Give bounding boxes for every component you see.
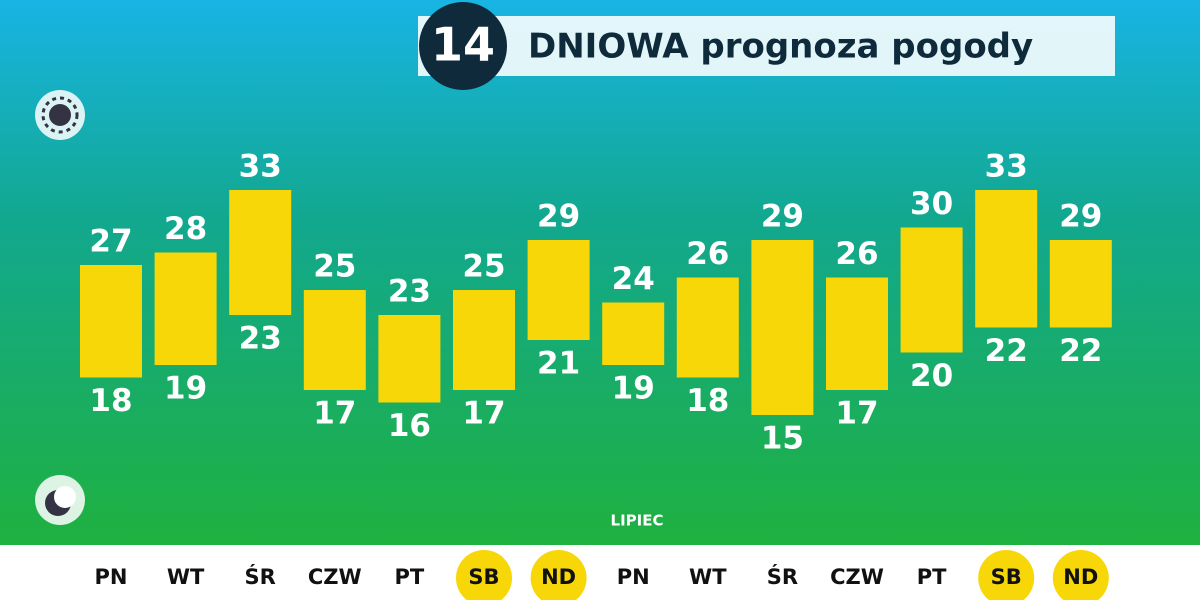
low-label: 15 [761, 421, 804, 457]
low-label: 17 [835, 396, 878, 432]
high-label: 29 [1059, 199, 1102, 235]
low-label: 17 [462, 396, 505, 432]
temp-bar [602, 302, 665, 365]
month-label: LIPIEC [611, 512, 664, 530]
day-label: WT [167, 565, 205, 589]
high-label: 25 [462, 249, 505, 285]
temp-bar [826, 277, 888, 390]
low-label: 17 [313, 396, 356, 432]
low-label: 23 [239, 321, 282, 357]
day-label: PT [395, 565, 425, 589]
temp-bar [975, 190, 1038, 328]
temp-bar [229, 190, 292, 315]
day-label: ŚR [245, 564, 276, 589]
temp-bar [751, 240, 814, 415]
high-label: 30 [910, 186, 953, 222]
day-label: ND [1063, 565, 1098, 589]
high-label: 29 [761, 199, 804, 235]
high-label: 25 [313, 249, 356, 285]
temp-bar [80, 265, 142, 378]
low-label: 21 [537, 346, 580, 382]
day-label: ND [541, 565, 576, 589]
low-label: 19 [612, 371, 655, 407]
high-label: 28 [164, 211, 207, 247]
title-bar [418, 16, 1115, 76]
temp-bar [527, 240, 590, 340]
low-label: 18 [686, 383, 729, 419]
temp-bar [303, 290, 366, 390]
weekend-highlight [978, 550, 1035, 604]
day-label: CZW [830, 565, 884, 589]
high-label: 24 [612, 261, 655, 297]
day-label: WT [689, 565, 727, 589]
temp-bar [900, 227, 963, 353]
high-label: 33 [985, 149, 1028, 185]
temp-bar [154, 252, 217, 365]
low-label: 22 [985, 333, 1028, 369]
temp-bar [378, 315, 441, 403]
day-label: SB [991, 565, 1022, 589]
low-label: 18 [89, 383, 132, 419]
high-label: 26 [835, 236, 878, 272]
low-label: 16 [388, 408, 431, 444]
low-label: 20 [910, 358, 953, 394]
high-label: 29 [537, 199, 580, 235]
day-label: PN [95, 565, 128, 589]
day-label: PT [917, 565, 947, 589]
temp-bar [676, 277, 739, 378]
sun-icon [35, 90, 85, 140]
title-number: 14 [431, 18, 495, 72]
weekend-highlight [1052, 550, 1109, 604]
low-label: 22 [1059, 333, 1102, 369]
chart-title: DNIOWA prognoza pogody [528, 27, 1033, 67]
day-label: PN [617, 565, 650, 589]
moon-icon [35, 475, 85, 525]
high-label: 27 [89, 224, 132, 260]
temp-bar [453, 290, 515, 390]
high-label: 23 [388, 274, 431, 310]
temp-bar [1049, 240, 1112, 328]
low-label: 19 [164, 371, 207, 407]
day-label: ŚR [767, 564, 798, 589]
day-label: CZW [308, 565, 362, 589]
weekend-highlight [456, 550, 512, 604]
weekend-highlight [530, 550, 587, 604]
day-label: SB [468, 565, 499, 589]
high-label: 33 [239, 149, 282, 185]
high-label: 26 [686, 236, 729, 272]
title-badge [419, 2, 507, 90]
